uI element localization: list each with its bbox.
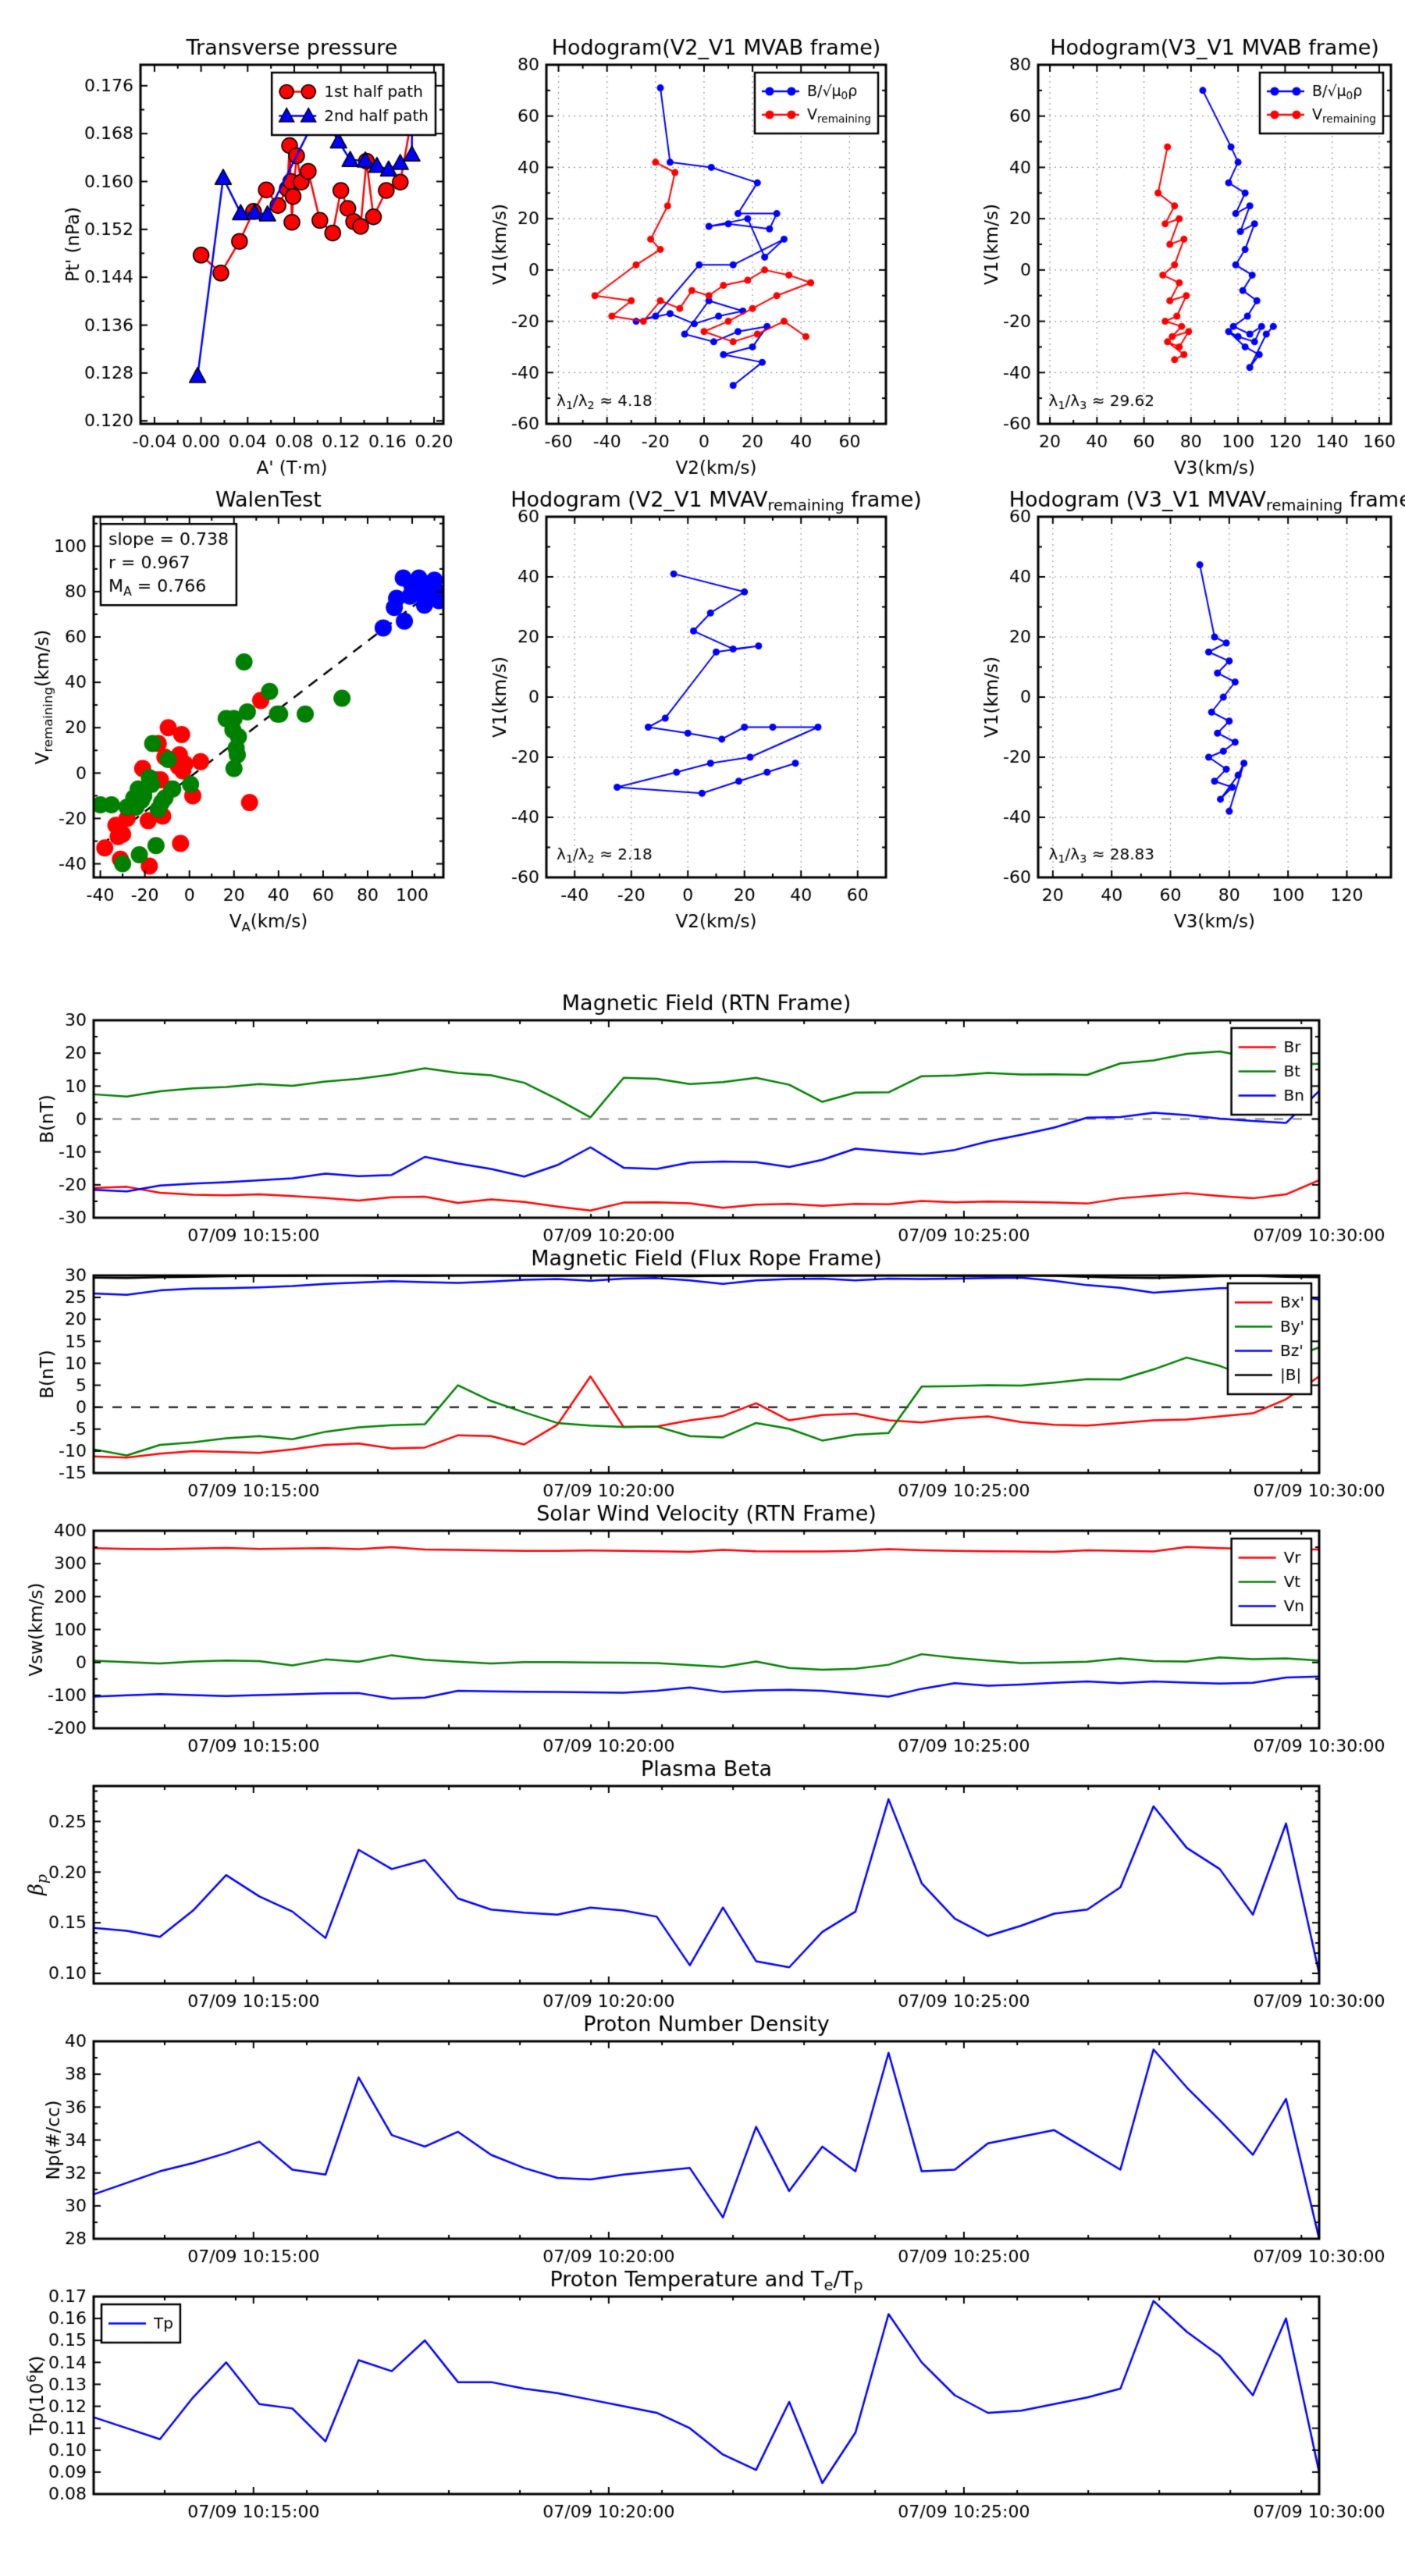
figure-canvas bbox=[0, 0, 1405, 2576]
figure bbox=[0, 0, 1405, 2576]
